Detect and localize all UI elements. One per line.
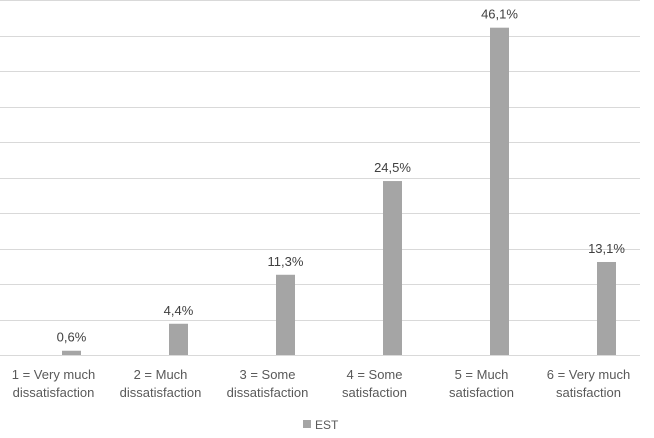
bar-4 — [383, 181, 402, 355]
bar-5 — [490, 27, 509, 355]
bar-1 — [62, 350, 81, 355]
tick-label-2-line-2: dissatisfaction — [120, 385, 202, 400]
data-labels: 0,6% 4,4% 11,3% 24,5% 46,1% 13,1% — [57, 7, 626, 345]
tick-label-4-line-2: satisfaction — [342, 385, 407, 400]
tick-label-1-line-1: 1 = Very much — [12, 367, 95, 382]
data-label-6: 13,1% — [588, 241, 625, 256]
bar-6 — [597, 261, 616, 355]
legend-swatch-est — [303, 420, 311, 428]
legend: EST — [303, 418, 339, 432]
tick-label-4-line-1: 4 = Some — [346, 367, 402, 382]
tick-label-6-line-1: 6 = Very much — [547, 367, 630, 382]
gridlines — [0, 0, 640, 356]
data-label-3: 11,3% — [268, 254, 304, 269]
bar-2 — [169, 323, 188, 355]
data-label-4: 24,5% — [374, 160, 411, 175]
tick-label-3-line-2: dissatisfaction — [227, 385, 309, 400]
data-label-5: 46,1% — [481, 7, 518, 22]
tick-label-1-line-2: dissatisfaction — [13, 385, 95, 400]
data-label-1: 0,6% — [57, 330, 87, 345]
tick-label-6-line-2: satisfaction — [556, 385, 621, 400]
bars — [62, 27, 616, 355]
x-axis-tick-labels: 1 = Very much dissatisfaction 2 = Much diss… — [12, 367, 630, 400]
tick-label-3-line-1: 3 = Some — [239, 367, 295, 382]
data-label-2: 4,4% — [164, 303, 194, 318]
tick-label-5-line-1: 5 = Much — [455, 367, 509, 382]
tick-label-5-line-2: satisfaction — [449, 385, 514, 400]
bar-3 — [276, 274, 295, 355]
tick-label-2-line-1: 2 = Much — [134, 367, 188, 382]
legend-label-est: EST — [315, 418, 339, 432]
